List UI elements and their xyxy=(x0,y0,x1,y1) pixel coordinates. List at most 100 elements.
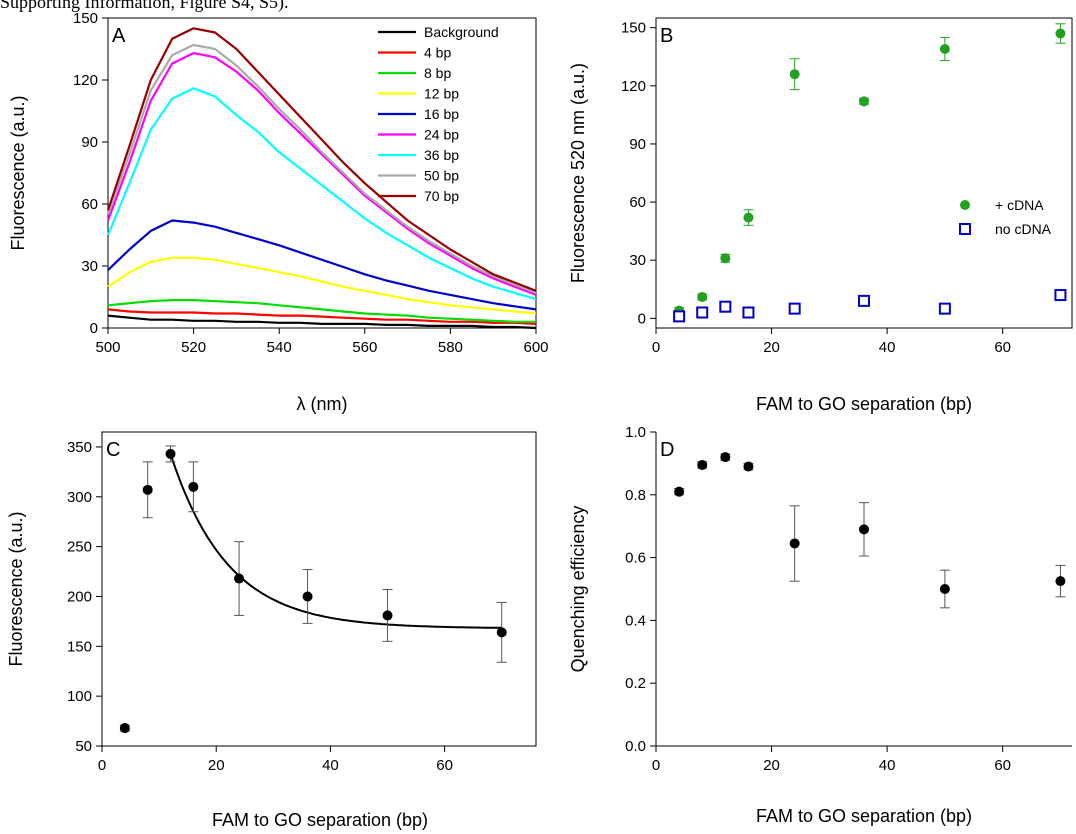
data-point-square xyxy=(696,306,709,319)
series-line-24-bp xyxy=(106,51,537,296)
y-tick-label: 150 xyxy=(621,20,646,37)
x-axis-label: FAM to GO separation (bp) xyxy=(756,806,972,826)
data-point xyxy=(720,452,731,463)
y-tick-label: 150 xyxy=(67,638,92,655)
data-point xyxy=(1055,28,1066,39)
x-tick-label: 580 xyxy=(438,339,463,356)
y-tick-label: 60 xyxy=(81,196,98,213)
y-tick-label: 250 xyxy=(67,539,92,556)
data-point xyxy=(302,591,313,602)
legend-label: 16 bp xyxy=(424,106,459,122)
data-point xyxy=(165,448,176,459)
data-point xyxy=(859,524,869,535)
y-tick-label: 0 xyxy=(638,310,646,327)
data-point xyxy=(188,481,199,492)
data-point xyxy=(496,627,507,638)
series-line-50-bp xyxy=(106,43,537,294)
y-axis-label: Fluorescence (a.u.) xyxy=(8,95,28,250)
x-tick-label: 60 xyxy=(994,339,1011,356)
y-tick-label: 60 xyxy=(629,194,646,211)
x-tick-label: 600 xyxy=(523,339,548,356)
y-tick-label: 30 xyxy=(629,252,646,269)
x-axis-label: λ (nm) xyxy=(297,394,348,414)
plot-frame xyxy=(101,431,537,747)
fit-curve xyxy=(169,453,502,629)
x-axis-label: FAM to GO separation (bp) xyxy=(756,394,972,414)
y-axis-label: Fluorescence (a.u.) xyxy=(6,511,26,666)
data-point xyxy=(939,584,950,594)
y-tick-label: 120 xyxy=(73,72,98,89)
data-point xyxy=(789,538,800,549)
y-tick-label: 0.4 xyxy=(625,612,646,629)
data-point xyxy=(720,253,731,264)
series-line-4-bp xyxy=(107,308,537,325)
y-tick-label: 150 xyxy=(73,10,98,27)
legend-label: 12 bp xyxy=(424,86,459,102)
legend-label: Background xyxy=(424,24,499,40)
series-line-36-bp xyxy=(106,87,537,301)
data-point-square xyxy=(673,310,686,323)
legend-label: 8 bp xyxy=(424,65,451,81)
y-tick-label: 1.0 xyxy=(625,424,646,441)
x-tick-label: 60 xyxy=(994,757,1011,774)
data-point xyxy=(674,486,685,497)
plot-frame xyxy=(655,17,1073,329)
x-tick-label: 20 xyxy=(763,757,780,774)
y-tick-label: 50 xyxy=(75,738,92,755)
panel-C: 0 20 40 60 50 100 150 200 250 300 350 C FAM to GO se… xyxy=(6,431,537,830)
y-tick-label: 120 xyxy=(621,78,646,95)
x-tick-label: 560 xyxy=(352,339,377,356)
legend-marker xyxy=(960,200,970,210)
x-tick-label: 40 xyxy=(879,757,896,774)
x-tick-label: 20 xyxy=(763,339,780,356)
data-point-square xyxy=(1054,289,1067,302)
x-tick-label: 0 xyxy=(652,757,660,774)
x-tick-label: 40 xyxy=(322,757,339,774)
y-tick-label: 350 xyxy=(67,439,92,456)
data-point xyxy=(234,573,245,584)
series-line-background xyxy=(107,314,537,330)
legend-label: no cDNA xyxy=(995,221,1052,237)
x-tick-label: 0 xyxy=(98,757,106,774)
data-point xyxy=(743,461,754,472)
x-axis-label: FAM to GO separation (bp) xyxy=(212,810,428,830)
data-point xyxy=(697,459,708,470)
y-tick-label: 0 xyxy=(90,320,98,337)
data-point xyxy=(743,212,754,223)
y-tick-label: 90 xyxy=(629,136,646,153)
legend-label: 50 bp xyxy=(424,168,459,184)
panel-letter: C xyxy=(106,439,120,461)
data-point xyxy=(789,69,800,80)
legend-label: 24 bp xyxy=(424,127,459,143)
data-point xyxy=(1055,576,1066,587)
series-line-8-bp xyxy=(107,299,536,323)
y-tick-label: 30 xyxy=(81,258,98,275)
x-tick-label: 40 xyxy=(879,339,896,356)
data-point xyxy=(697,292,708,302)
panel-B: 0 20 40 60 0 30 60 90 120 150 B FAM to GO separatio… xyxy=(568,17,1073,414)
data-point xyxy=(939,44,950,54)
y-tick-label: 200 xyxy=(67,588,92,605)
caption-text: Supporting Information, Figure S4, S5). xyxy=(0,0,289,12)
data-point-square xyxy=(719,300,732,313)
data-point-square xyxy=(742,306,755,319)
x-tick-label: 60 xyxy=(436,757,453,774)
x-tick-label: 520 xyxy=(181,339,206,356)
legend-label: + cDNA xyxy=(995,197,1044,213)
legend-label: 36 bp xyxy=(424,147,459,163)
panel-A: 500 520 540 560 580 600 0 30 60 90 120 150 Aλ (nm) Fl… xyxy=(8,10,549,414)
x-tick-label: 540 xyxy=(267,339,292,356)
legend-label: 4 bp xyxy=(424,45,451,61)
y-tick-label: 0.6 xyxy=(625,550,646,567)
legend-marker xyxy=(959,223,971,235)
series-line-70-bp xyxy=(106,27,537,292)
data-point xyxy=(119,723,130,734)
data-point-square xyxy=(938,302,951,315)
legend-label: 70 bp xyxy=(424,188,459,204)
y-tick-label: 0.8 xyxy=(625,487,646,504)
data-point xyxy=(382,610,393,621)
y-axis-label: Fluorescence 520 nm (a.u.) xyxy=(568,63,588,283)
data-point xyxy=(859,96,869,107)
data-point xyxy=(142,484,153,495)
